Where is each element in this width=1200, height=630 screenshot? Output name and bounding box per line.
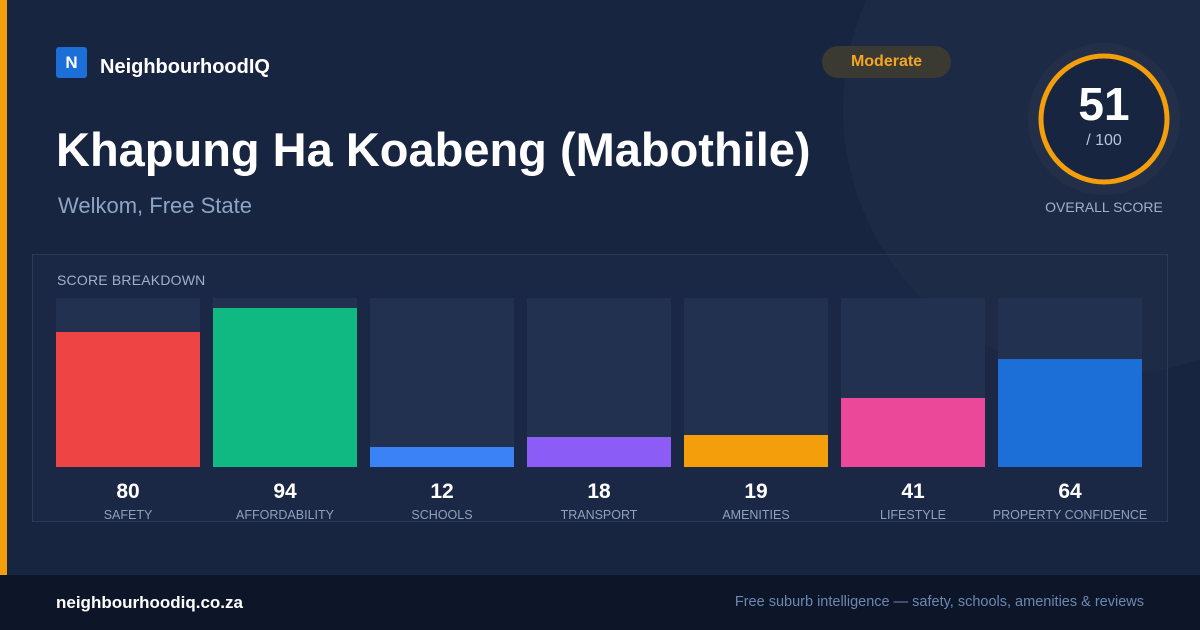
metric-label: SAFETY — [103, 508, 153, 522]
metric-value: 19 — [744, 480, 768, 503]
brand-logo-icon: N — [56, 47, 87, 78]
metric-value: 12 — [430, 480, 454, 503]
metric-bar-track — [841, 298, 985, 467]
overall-score-value: 51 — [1078, 78, 1130, 130]
metric-label: LIFESTYLE — [880, 508, 946, 522]
metric-value: 94 — [273, 480, 297, 503]
footer-url[interactable]: neighbourhoodiq.co.za — [56, 593, 243, 612]
brand[interactable]: N NeighbourhoodIQ — [56, 46, 270, 79]
metric-lifestyle: 41 LIFESTYLE — [841, 298, 985, 522]
footer-tagline: Free suburb intelligence — safety, schoo… — [734, 594, 1144, 610]
metric-schools: 12 SCHOOLS — [370, 298, 514, 522]
metric-bar-fill — [56, 332, 200, 467]
metric-label: AFFORDABILITY — [236, 508, 334, 522]
suburb-location: Welkom, Free State — [58, 193, 252, 218]
metric-value: 41 — [901, 480, 925, 503]
metric-label: SCHOOLS — [411, 508, 473, 522]
metric-bar-fill — [684, 435, 828, 467]
metric-bar-track — [370, 298, 514, 467]
metric-label: PROPERTY CONFIDENCE — [992, 508, 1148, 522]
rating-badge: Moderate — [822, 46, 951, 78]
metric-value: 64 — [1058, 480, 1082, 503]
metric-bar-track — [684, 298, 828, 467]
metric-safety: 80 SAFETY — [56, 298, 200, 522]
overall-score-ring: 51 / 100 — [1028, 43, 1180, 195]
score-breakdown-title: SCORE BREAKDOWN — [57, 272, 206, 288]
brand-name: NeighbourhoodIQ — [100, 56, 270, 78]
metric-value: 80 — [116, 480, 140, 503]
metric-bar-fill — [998, 359, 1142, 467]
metric-bar-track — [213, 298, 357, 467]
metric-bar-fill — [527, 437, 671, 467]
accent-stripe — [0, 0, 7, 575]
metric-label: TRANSPORT — [560, 508, 638, 522]
metric-property-confidence: 64 PROPERTY CONFIDENCE — [993, 298, 1147, 522]
score-ring-stroke — [1038, 53, 1170, 185]
metric-affordability: 94 AFFORDABILITY — [213, 298, 357, 522]
metric-bar-track — [527, 298, 671, 467]
score-ring-graphic — [1028, 43, 1180, 195]
overall-score-caption: OVERALL SCORE — [1045, 199, 1163, 215]
metric-bar-track — [998, 298, 1142, 467]
overall-score-max: / 100 — [1086, 132, 1122, 149]
footer: neighbourhoodiq.co.za Free suburb intell… — [0, 575, 1200, 630]
metric-amenities: 19 AMENITIES — [684, 298, 828, 522]
metric-bar-fill — [213, 308, 357, 467]
metric-bar-fill — [841, 398, 985, 467]
suburb-title: Khapung Ha Koabeng (Mabothile) — [56, 123, 811, 176]
metric-bar-fill — [370, 447, 514, 467]
metric-label: AMENITIES — [722, 508, 790, 522]
score-breakdown-panel: SCORE BREAKDOWN 80 SAFETY 94 AFFORDABILITY 1… — [32, 254, 1168, 522]
metric-bar-track — [56, 298, 200, 467]
metric-value: 18 — [587, 480, 611, 503]
metric-transport: 18 TRANSPORT — [527, 298, 671, 522]
